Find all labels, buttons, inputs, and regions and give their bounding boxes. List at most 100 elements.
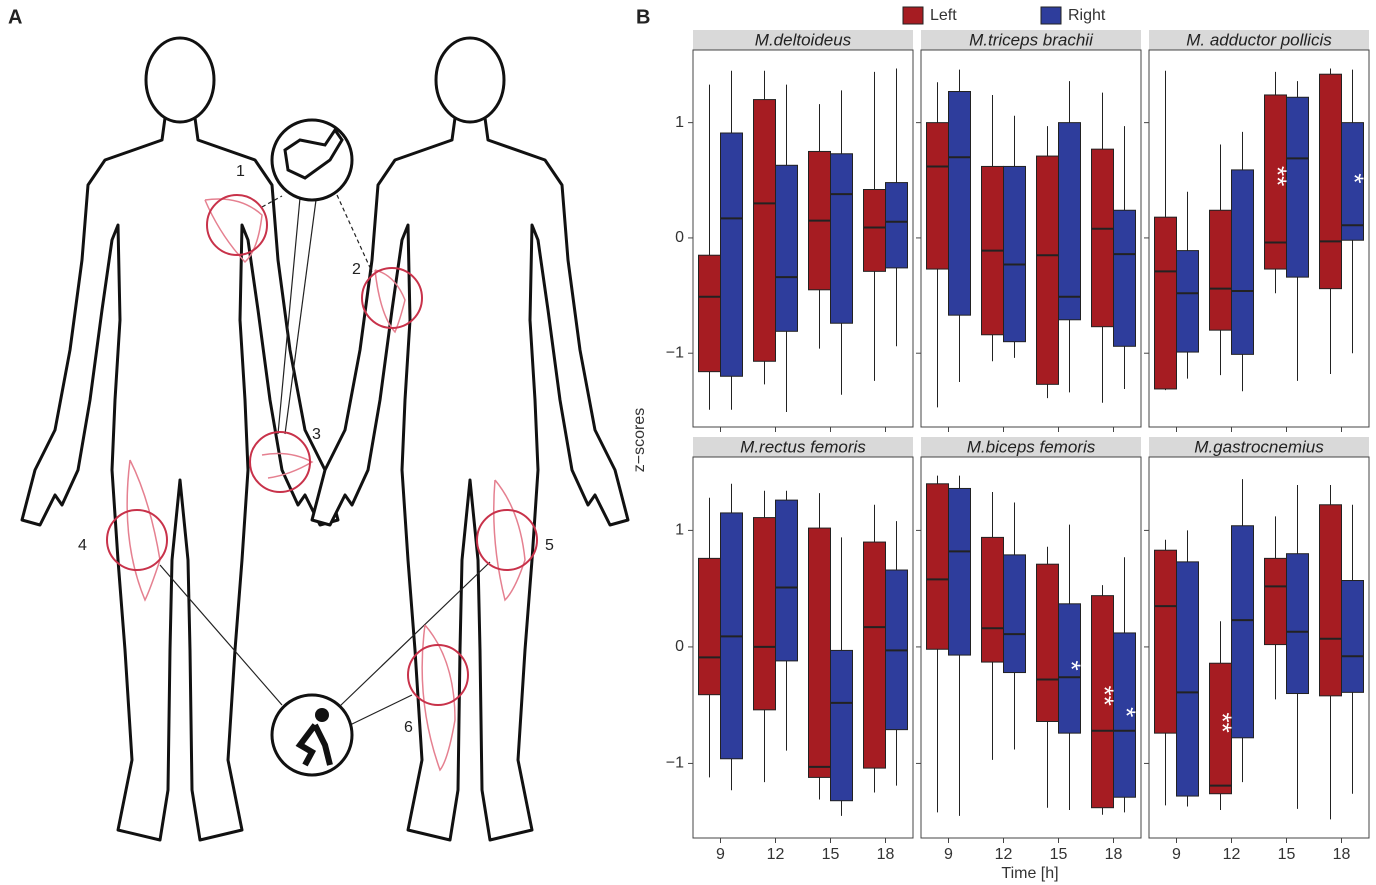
y-tick-label: 1 (675, 114, 684, 131)
box (981, 536, 1004, 663)
x-tick-label: 12 (1223, 846, 1241, 863)
facet-title: M.triceps brachii (969, 30, 1094, 49)
box (1341, 122, 1364, 241)
x-tick-label: 12 (995, 846, 1013, 863)
x-tick-label: 12 (767, 846, 785, 863)
muscles (126, 198, 526, 772)
box (1058, 122, 1081, 321)
connectors (159, 194, 491, 726)
box (698, 254, 721, 373)
site-label: 3 (312, 426, 321, 443)
site-label: 2 (352, 261, 361, 278)
box (753, 99, 776, 362)
muscle-circles (106, 194, 538, 706)
box (1091, 148, 1114, 328)
box (1036, 155, 1059, 385)
box (1286, 96, 1309, 278)
significance-mark: ** (1208, 712, 1238, 732)
x-axis-label: Time [h] (1001, 865, 1058, 882)
box (948, 487, 971, 656)
box (1176, 250, 1199, 353)
facet-strip (921, 30, 1141, 50)
box (926, 483, 949, 650)
y-tick-label: 0 (675, 638, 684, 655)
facet-title: M.gastrocnemius (1194, 437, 1324, 456)
significance-mark: ** (1090, 686, 1120, 706)
facet-strip (693, 30, 913, 50)
y-tick-label: −1 (666, 755, 684, 772)
facet-strip (693, 437, 913, 457)
site-label: 1 (236, 163, 245, 180)
significance-mark: ** (1263, 166, 1293, 186)
site-label: 4 (78, 537, 87, 554)
box (830, 153, 853, 324)
legend-label: Right (1068, 7, 1106, 24)
box (1003, 554, 1026, 674)
task-icons (270, 118, 354, 777)
x-tick-label: 18 (1105, 846, 1123, 863)
facet-title: M.deltoideus (755, 30, 852, 49)
x-tick-label: 18 (1333, 846, 1351, 863)
box (863, 189, 886, 272)
box (1113, 209, 1136, 347)
facet-title: M. adductor pollicis (1186, 30, 1332, 49)
significance-mark: * (1340, 173, 1370, 183)
box (808, 527, 831, 778)
y-tick-label: −1 (666, 344, 684, 361)
legend-label: Left (930, 7, 957, 24)
x-tick-label: 9 (1172, 846, 1181, 863)
box (1286, 553, 1309, 695)
box (1319, 73, 1342, 290)
box (775, 499, 798, 662)
box (1036, 563, 1059, 722)
facet-title: M.biceps femoris (967, 437, 1096, 456)
box (1176, 561, 1199, 797)
box (1154, 549, 1177, 734)
x-tick-label: 15 (1050, 846, 1068, 863)
box (1003, 165, 1026, 343)
legend-swatch (902, 6, 924, 25)
box (830, 649, 853, 802)
body-diagram: 1 2 3 4 5 6 (20, 36, 630, 842)
box (1341, 580, 1364, 693)
box (1319, 504, 1342, 697)
x-tick-label: 9 (944, 846, 953, 863)
head (434, 36, 506, 124)
significance-mark: * (1112, 707, 1142, 717)
box (720, 132, 743, 377)
box-plot-panel: z−scores Time [h] Left Right M.deltoideus −… (631, 6, 1370, 882)
site-label: 5 (545, 537, 554, 554)
significance-mark: * (1057, 660, 1087, 670)
facet-strip (1149, 437, 1369, 457)
head (144, 36, 216, 124)
box (1209, 209, 1232, 331)
box (1231, 525, 1254, 739)
y-tick-label: 1 (675, 522, 684, 539)
x-tick-label: 15 (1278, 846, 1296, 863)
box (1154, 216, 1177, 390)
x-tick-label: 18 (877, 846, 895, 863)
x-tick-label: 15 (822, 846, 840, 863)
box (948, 91, 971, 316)
x-tick-label: 9 (716, 846, 725, 863)
facet-strip (1149, 30, 1369, 50)
y-tick-label: 0 (675, 229, 684, 246)
box (1264, 557, 1287, 646)
box (1231, 169, 1254, 355)
box (775, 164, 798, 332)
panel-label: A (8, 6, 22, 28)
facet-strip (921, 437, 1141, 457)
box (1058, 603, 1081, 734)
legend-swatch (1040, 6, 1062, 25)
y-axis-label: z−scores (631, 408, 648, 472)
box (863, 541, 886, 769)
box (753, 517, 776, 711)
site-label: 6 (404, 719, 413, 736)
body-back (310, 116, 630, 842)
box (885, 182, 908, 269)
box (698, 557, 721, 696)
box (1113, 632, 1136, 798)
box (926, 122, 949, 270)
facet-title: M.rectus femoris (740, 437, 866, 456)
